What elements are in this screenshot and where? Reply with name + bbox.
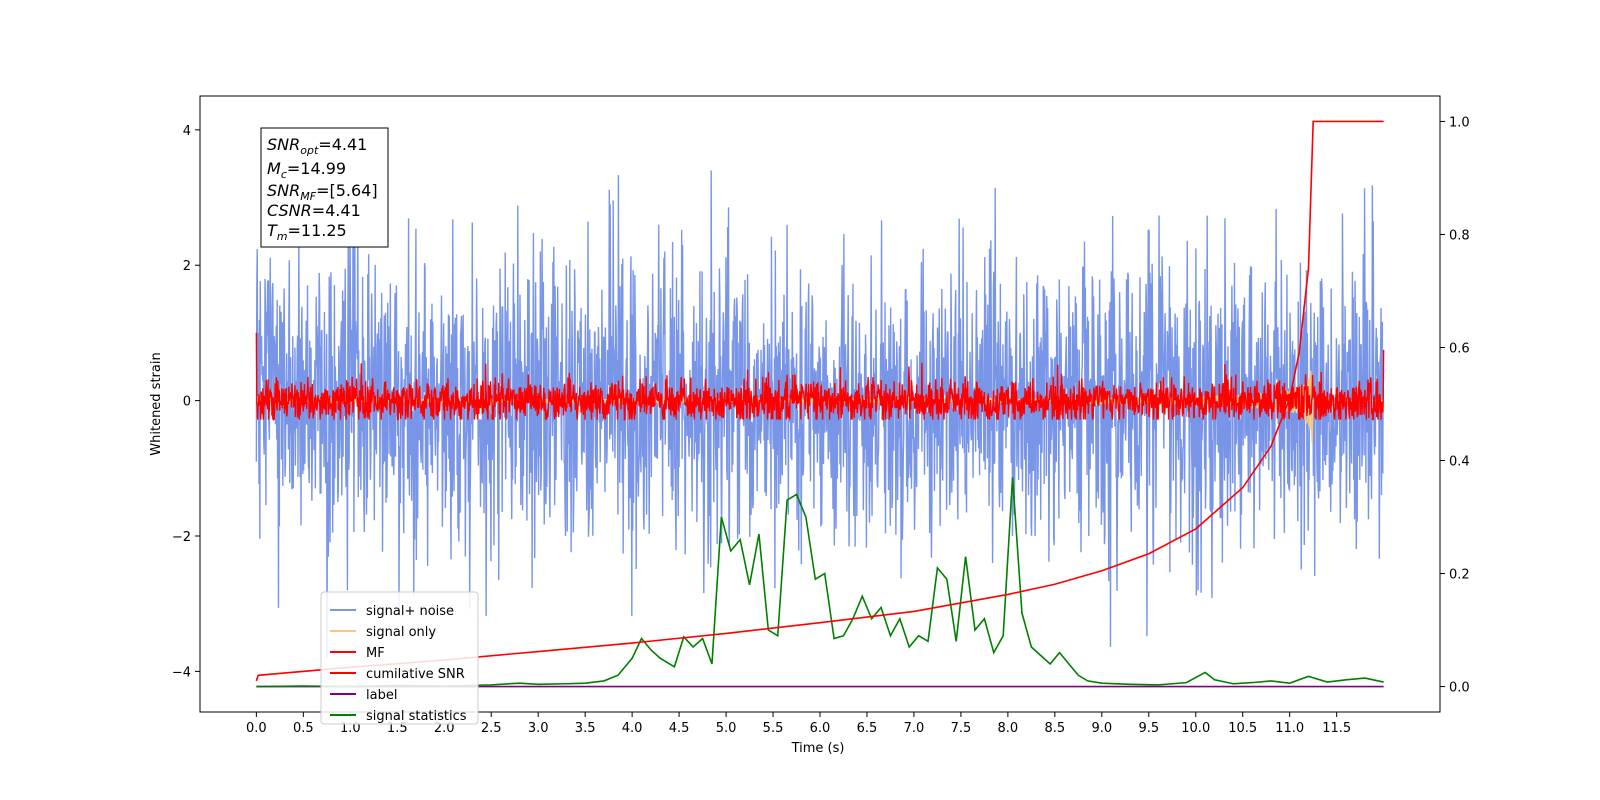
y2-tick-label: 0.8	[1449, 228, 1470, 243]
legend: signal+ noise signal only MF cumilative SNR…	[320, 591, 479, 725]
legend-entry: signal+ noise	[366, 604, 454, 619]
x-tick-label: 4.0	[622, 721, 643, 736]
info-mc-symbol: M	[267, 159, 281, 178]
info-snr-mf-sub: MF	[300, 190, 316, 203]
y-axis-label: Whitened strain	[149, 352, 164, 455]
x-tick-label: 6.5	[857, 721, 878, 736]
info-snr-opt-symbol: SNR	[267, 135, 300, 154]
x-tick-label: 7.5	[951, 721, 972, 736]
x-tick-label: 3.5	[575, 721, 596, 736]
info-snr-opt-sub: opt	[300, 144, 319, 157]
info-tm: Tm=11.25	[267, 221, 347, 243]
legend-entry: label	[366, 688, 397, 703]
x-tick-label: 1.0	[340, 721, 361, 736]
info-snr-mf-symbol: SNR	[267, 181, 300, 200]
info-box: SNRopt=4.41 Mc=14.99 SNRMF=[5.64] CSNR=4…	[260, 127, 389, 248]
y2-tick-label: 0.6	[1449, 341, 1470, 356]
legend-entry: cumilative SNR	[366, 667, 465, 682]
x-tick-label: 10.0	[1181, 721, 1210, 736]
x-tick-label: 3.0	[528, 721, 549, 736]
x-tick-label: 7.0	[904, 721, 925, 736]
legend-entry: signal statistics	[366, 709, 467, 724]
x-tick-label: 11.5	[1322, 721, 1351, 736]
x-tick-label: 0.0	[246, 721, 267, 736]
info-mc-sub: c	[281, 168, 287, 181]
y-axis-left: −4 −2 0 2 4	[172, 124, 200, 680]
y-tick-label: 4	[183, 124, 191, 139]
y2-tick-label: 0.4	[1449, 455, 1470, 470]
x-tick-label: 5.0	[716, 721, 737, 736]
y-tick-label: 2	[183, 259, 191, 274]
y2-tick-label: 0.0	[1449, 681, 1470, 696]
x-tick-label: 2.5	[481, 721, 502, 736]
y2-tick-label: 1.0	[1449, 115, 1470, 130]
x-tick-label: 1.5	[387, 721, 408, 736]
info-box-frame	[260, 127, 389, 248]
x-tick-label: 8.5	[1045, 721, 1066, 736]
y-axis-right: 0.0 0.2 0.4 0.6 0.8 1.0	[1440, 115, 1470, 696]
series-mf	[255, 332, 1385, 422]
y2-tick-label: 0.2	[1449, 568, 1470, 583]
info-snr-opt: SNRopt=4.41	[267, 135, 367, 157]
info-csnr: CSNR=4.41	[267, 201, 361, 220]
series-signal-statistics	[256, 477, 1384, 688]
x-tick-label: 11.0	[1275, 721, 1304, 736]
series-signal-noise	[255, 170, 1385, 658]
legend-entry: MF	[366, 646, 385, 661]
x-tick-label: 10.5	[1228, 721, 1257, 736]
y-tick-label: −4	[172, 665, 191, 680]
x-axis: 0.0 0.5 1.0 1.5 2.0 2.5 3.0 3.5 4.0 4.5 5.0 5.5 6.0 6…	[246, 712, 1351, 736]
x-axis-label: Time (s)	[791, 741, 845, 756]
info-tm-sub: m	[277, 230, 288, 243]
legend-entry: signal only	[366, 625, 436, 640]
info-mc: Mc=14.99	[267, 159, 346, 181]
x-tick-label: 2.0	[434, 721, 455, 736]
info-mc-value: =14.99	[287, 159, 346, 178]
x-tick-label: 9.5	[1138, 721, 1159, 736]
y-tick-label: −2	[172, 530, 191, 545]
x-tick-label: 4.5	[669, 721, 690, 736]
info-snr-opt-value: =4.41	[318, 135, 367, 154]
x-tick-label: 9.0	[1091, 721, 1112, 736]
info-csnr-value: =4.41	[312, 201, 361, 220]
x-tick-label: 0.5	[293, 721, 314, 736]
info-tm-value: =11.25	[288, 221, 347, 240]
legend-frame	[320, 591, 479, 725]
x-tick-label: 6.0	[810, 721, 831, 736]
info-snr-mf: SNRMF=[5.64]	[267, 181, 378, 203]
info-snr-mf-value: =[5.64]	[316, 181, 378, 200]
x-tick-label: 5.5	[763, 721, 784, 736]
info-csnr-symbol: CSNR	[267, 201, 312, 220]
x-tick-label: 8.0	[998, 721, 1019, 736]
y-tick-label: 0	[183, 395, 191, 410]
info-tm-symbol: T	[267, 221, 278, 240]
